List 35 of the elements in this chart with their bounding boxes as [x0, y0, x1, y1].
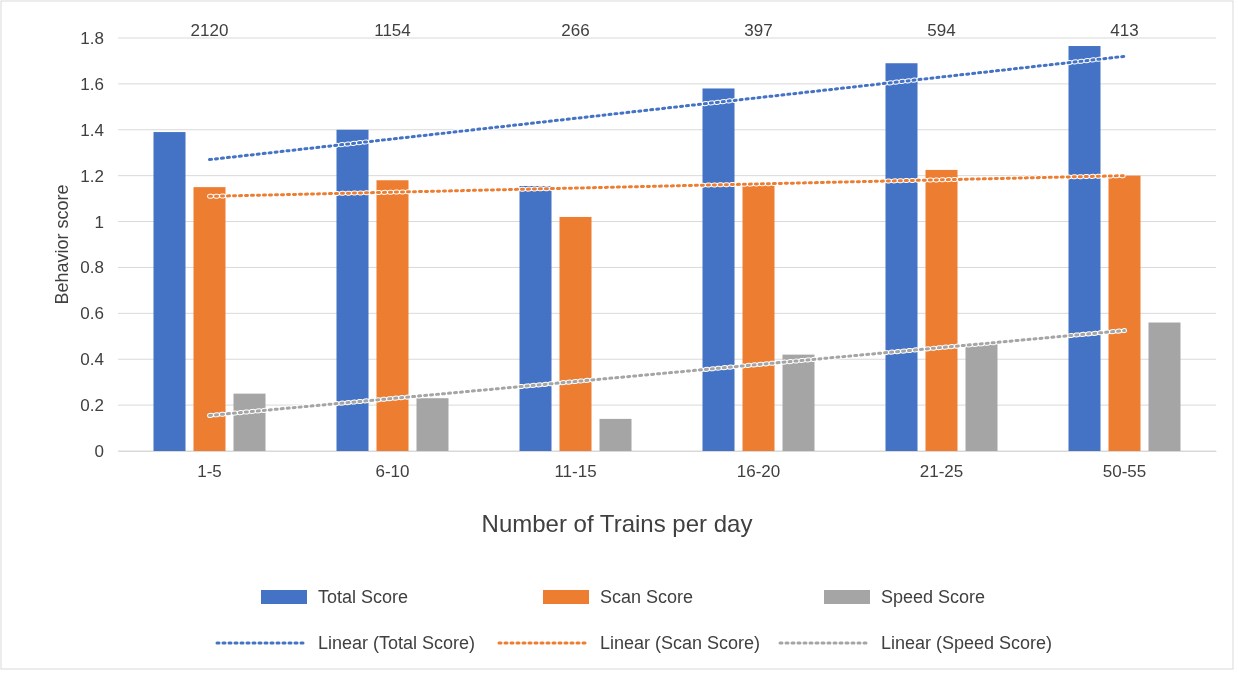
y-tick-label: 1.2	[80, 166, 104, 186]
x-tick-label: 50-55	[1102, 462, 1147, 482]
bar	[1148, 322, 1181, 451]
x-tick-label: 16-20	[736, 462, 781, 482]
annotation: 594	[927, 21, 956, 40]
annotation: 397	[744, 21, 773, 40]
legend-label: Linear (Scan Score)	[600, 633, 761, 653]
bar	[599, 418, 632, 451]
legend-label: Total Score	[318, 587, 409, 607]
annotation: 266	[561, 21, 590, 40]
y-tick-label: 1	[94, 212, 104, 232]
annotation: 1154	[374, 21, 411, 40]
y-tick-label: 0.6	[80, 304, 104, 324]
y-tick-label: 0.4	[80, 350, 104, 370]
legend-label: Scan Score	[600, 587, 694, 607]
x-tick-label: 21-25	[919, 462, 964, 482]
legend-label: Speed Score	[881, 587, 986, 607]
bar	[519, 185, 552, 451]
bar	[153, 132, 186, 451]
y-tick-label: 1.6	[80, 74, 104, 94]
annotation: 2120	[190, 21, 229, 40]
x-tick-label: 11-15	[554, 462, 597, 482]
annotation: 413	[1110, 21, 1139, 40]
bar	[559, 216, 592, 451]
y-tick-label: 1.4	[80, 120, 104, 140]
y-axis-title: Behavior score	[52, 184, 72, 305]
legend-label: Linear (Speed Score)	[881, 633, 1053, 653]
y-tick-label: 0.2	[80, 396, 104, 416]
x-axis-title: Number of Trains per day	[481, 510, 753, 537]
legend-label: Linear (Total Score)	[318, 633, 476, 653]
x-tick-label: 1-5	[197, 462, 222, 482]
x-tick-label: 6-10	[375, 462, 410, 482]
y-tick-label: 1.8	[80, 28, 104, 48]
y-tick-label: 0.8	[80, 258, 104, 278]
y-tick-label: 0	[94, 441, 104, 461]
